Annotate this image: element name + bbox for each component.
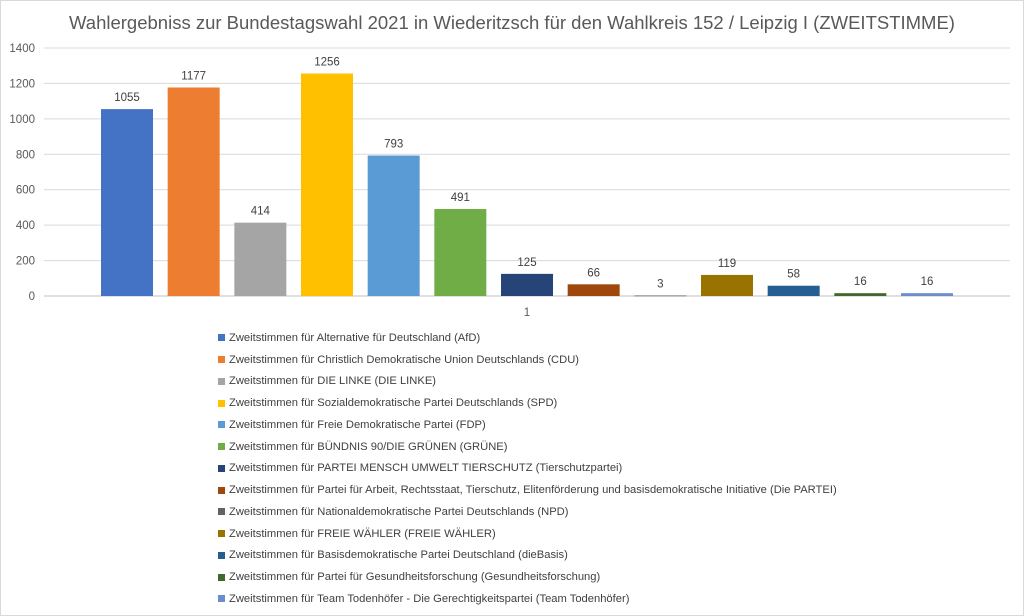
legend-label: Zweitstimmen für DIE LINKE (DIE LINKE) — [229, 375, 437, 388]
legend-item: Zweitstimmen für DIE LINKE (DIE LINKE) — [218, 371, 837, 393]
data-label: 58 — [787, 269, 800, 281]
y-tick-label: 800 — [16, 149, 35, 161]
data-label: 16 — [854, 276, 867, 288]
bar — [834, 293, 887, 296]
legend-swatch — [218, 595, 225, 603]
legend-label: Zweitstimmen für Basisdemokratische Part… — [229, 549, 568, 562]
legend-item: Zweitstimmen für Freie Demokratische Par… — [218, 414, 837, 436]
bar — [567, 284, 620, 296]
y-tick-label: 400 — [16, 220, 35, 232]
data-label: 793 — [384, 139, 403, 151]
legend-swatch — [218, 530, 225, 538]
legend: Zweitstimmen für Alternative für Deutsch… — [218, 327, 837, 610]
y-tick-label: 1200 — [9, 78, 35, 90]
legend-label: Zweitstimmen für BÜNDNIS 90/DIE GRÜNEN (… — [229, 440, 508, 453]
bar — [234, 222, 287, 296]
legend-label: Zweitstimmen für Christlich Demokratisch… — [229, 353, 580, 366]
legend-swatch — [218, 551, 225, 559]
data-label: 125 — [517, 257, 536, 269]
data-label: 1256 — [314, 57, 340, 69]
x-tick-label: 1 — [524, 307, 530, 319]
chart-title: Wahlergebniss zur Bundestagswahl 2021 in… — [69, 12, 955, 33]
legend-item: Zweitstimmen für Team Todenhöfer - Die G… — [218, 588, 837, 610]
legend-item: Zweitstimmen für Christlich Demokratisch… — [218, 349, 837, 371]
y-tick-label: 0 — [29, 291, 35, 303]
legend-item: Zweitstimmen für PARTEI MENSCH UMWELT TI… — [218, 458, 837, 480]
legend-swatch — [218, 399, 225, 407]
bar — [301, 73, 353, 296]
y-tick-label: 200 — [16, 256, 35, 268]
data-label: 414 — [251, 206, 271, 218]
legend-label: Zweitstimmen für Partei für Arbeit, Rech… — [229, 484, 837, 497]
legend-label: Zweitstimmen für Alternative für Deutsch… — [229, 331, 481, 344]
legend-swatch — [218, 486, 225, 494]
data-label: 16 — [921, 276, 934, 288]
bar — [501, 273, 553, 296]
legend-swatch — [218, 443, 225, 451]
legend-label: Zweitstimmen für PARTEI MENSCH UMWELT TI… — [229, 462, 623, 475]
bar — [367, 155, 420, 296]
bar — [101, 109, 153, 296]
legend-item: Zweitstimmen für Nationaldemokratische P… — [218, 501, 837, 523]
legend-item: Zweitstimmen für FREIE WÄHLER (FREIE WÄH… — [218, 523, 837, 545]
legend-swatch — [218, 508, 225, 516]
bar — [167, 87, 220, 296]
data-label: 1177 — [181, 71, 206, 83]
legend-swatch — [218, 464, 225, 472]
y-tick-label: 1000 — [9, 114, 35, 126]
legend-label: Zweitstimmen für Partei für Gesundheitsf… — [229, 571, 601, 584]
legend-label: Zweitstimmen für Team Todenhöfer - Die G… — [229, 592, 630, 605]
bar — [434, 209, 487, 296]
bar — [634, 295, 687, 297]
legend-item: Zweitstimmen für Sozialdemokratische Par… — [218, 392, 837, 414]
legend-swatch — [218, 356, 225, 364]
legend-item: Zweitstimmen für BÜNDNIS 90/DIE GRÜNEN (… — [218, 436, 837, 458]
legend-swatch — [218, 377, 225, 385]
legend-item: Zweitstimmen für Partei für Arbeit, Rech… — [218, 479, 837, 501]
y-tick-label: 1400 — [9, 43, 35, 55]
y-tick-label: 600 — [16, 185, 35, 197]
legend-label: Zweitstimmen für Nationaldemokratische P… — [229, 505, 569, 518]
legend-item: Zweitstimmen für Alternative für Deutsch… — [218, 327, 837, 349]
legend-swatch — [218, 421, 225, 429]
legend-swatch — [218, 573, 225, 581]
legend-item: Zweitstimmen für Partei für Gesundheitsf… — [218, 566, 837, 588]
legend-label: Zweitstimmen für FREIE WÄHLER (FREIE WÄH… — [229, 527, 496, 540]
legend-label: Zweitstimmen für Sozialdemokratische Par… — [229, 397, 558, 410]
legend-label: Zweitstimmen für Freie Demokratische Par… — [229, 418, 486, 431]
data-label: 491 — [451, 192, 470, 204]
data-label: 1055 — [114, 92, 140, 104]
data-label: 119 — [718, 258, 736, 270]
data-label: 3 — [657, 278, 663, 290]
bar — [767, 285, 820, 296]
legend-item: Zweitstimmen für Basisdemokratische Part… — [218, 545, 837, 567]
data-label: 66 — [587, 267, 600, 279]
bar — [701, 274, 753, 296]
bar — [901, 293, 953, 296]
legend-swatch — [218, 334, 225, 342]
